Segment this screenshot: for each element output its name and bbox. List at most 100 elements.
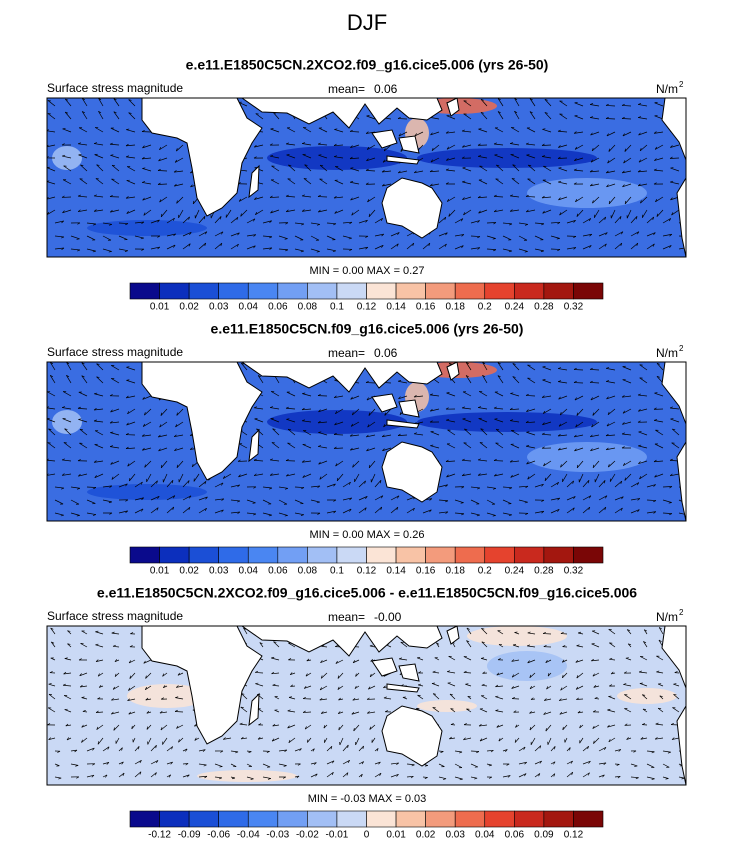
wind-arrow: [95, 631, 104, 635]
wind-arrow: [47, 100, 56, 107]
wind-arrow: [255, 672, 264, 674]
arrow-head: [621, 103, 625, 106]
arrow-head: [368, 412, 370, 416]
arrow-head: [333, 196, 337, 199]
arrow-head: [381, 434, 385, 438]
wind-arrow: [621, 105, 632, 107]
wind-arrow: [50, 657, 56, 661]
arrow-head: [236, 217, 239, 221]
wind-arrow: [606, 434, 616, 437]
arrow-head: [302, 710, 306, 713]
arrow-head: [579, 725, 581, 729]
wind-arrow: [658, 683, 664, 687]
arrow-head: [173, 233, 176, 237]
wind-arrow: [342, 235, 352, 239]
arrow-head: [95, 630, 99, 633]
arrow-head: [638, 461, 641, 464]
arrow-head: [296, 775, 300, 779]
arrow-head: [126, 379, 130, 381]
wind-arrow: [614, 216, 622, 224]
arrow-head: [383, 696, 387, 699]
land: [371, 129, 398, 149]
wind-arrow: [47, 196, 56, 200]
arrow-head: [514, 631, 518, 633]
arrow-head: [509, 487, 513, 490]
arrow-head: [573, 182, 577, 185]
arrow-head: [333, 483, 336, 487]
arrow-head: [608, 739, 611, 743]
wind-arrow: [365, 169, 376, 172]
arrow-head: [574, 146, 578, 150]
wind-arrow: [310, 235, 320, 241]
arrow-head: [255, 682, 259, 685]
arrow-head: [547, 673, 550, 677]
wind-arrow: [430, 445, 440, 449]
wind-arrow: [510, 460, 520, 463]
arrow-head: [590, 159, 593, 163]
arrow-head: [109, 485, 113, 488]
wind-arrow: [176, 196, 184, 204]
wind-arrow: [366, 434, 376, 438]
wind-arrow: [177, 672, 184, 676]
arrow-head: [93, 419, 97, 422]
wind-arrow: [174, 434, 184, 438]
arrow-head: [203, 764, 207, 767]
arrow-head: [349, 156, 353, 160]
colorbar-label: -0.02: [296, 830, 319, 841]
wind-arrow: [358, 761, 364, 765]
wind-arrow: [150, 480, 158, 488]
wind-arrow: [534, 773, 541, 778]
wind-arrow: [462, 459, 472, 462]
wind-arrow: [353, 724, 360, 732]
arrow-head: [127, 411, 130, 415]
arrow-head: [317, 209, 321, 213]
wind-arrow: [582, 245, 592, 250]
wind-arrow: [142, 395, 152, 400]
wind-arrow: [486, 499, 496, 505]
wind-arrow: [70, 235, 80, 240]
colorbar-box: [159, 282, 190, 300]
arrow-head: [573, 247, 577, 250]
arrow-head: [659, 627, 662, 630]
arrow-head: [303, 685, 307, 689]
wind-arrow: [111, 365, 120, 371]
wind-arrow: [606, 381, 616, 384]
wind-arrow: [527, 164, 536, 172]
arrow-head: [493, 194, 497, 197]
arrow-head: [607, 160, 610, 164]
land: [676, 441, 686, 521]
wind-arrow: [431, 144, 440, 152]
arrow-head: [528, 164, 532, 167]
arrow-head: [77, 406, 81, 409]
wind-arrow: [486, 763, 492, 766]
arrow-head: [142, 167, 146, 169]
wind-arrow: [159, 196, 168, 203]
wind-arrow: [630, 498, 640, 501]
wind-arrow: [575, 659, 584, 663]
arrow-head: [593, 685, 597, 688]
wind-arrow: [62, 128, 72, 133]
wind-arrow: [110, 421, 120, 424]
arrow-head: [444, 216, 447, 221]
arrow-head: [622, 133, 625, 137]
colorbar-box: [247, 810, 279, 828]
wind-arrow: [559, 113, 568, 120]
wind-arrow: [128, 685, 136, 691]
arrow-head: [348, 481, 351, 485]
wind-arrow: [96, 711, 104, 713]
wind-arrow: [481, 628, 488, 635]
wind-arrow: [592, 196, 600, 204]
arrow-head: [231, 777, 236, 780]
colorbar-box: [484, 282, 515, 300]
wind-arrow: [246, 499, 256, 504]
arrow-head: [493, 473, 497, 477]
arrow-head: [653, 511, 657, 514]
arrow-head: [77, 459, 81, 462]
arrow-head: [332, 250, 336, 253]
arrow-head: [266, 751, 270, 753]
wind-arrow: [96, 724, 104, 730]
wind-arrow: [622, 408, 632, 414]
wind-arrow: [369, 672, 376, 678]
wind-arrow: [355, 737, 360, 746]
arrow-head: [445, 232, 448, 236]
